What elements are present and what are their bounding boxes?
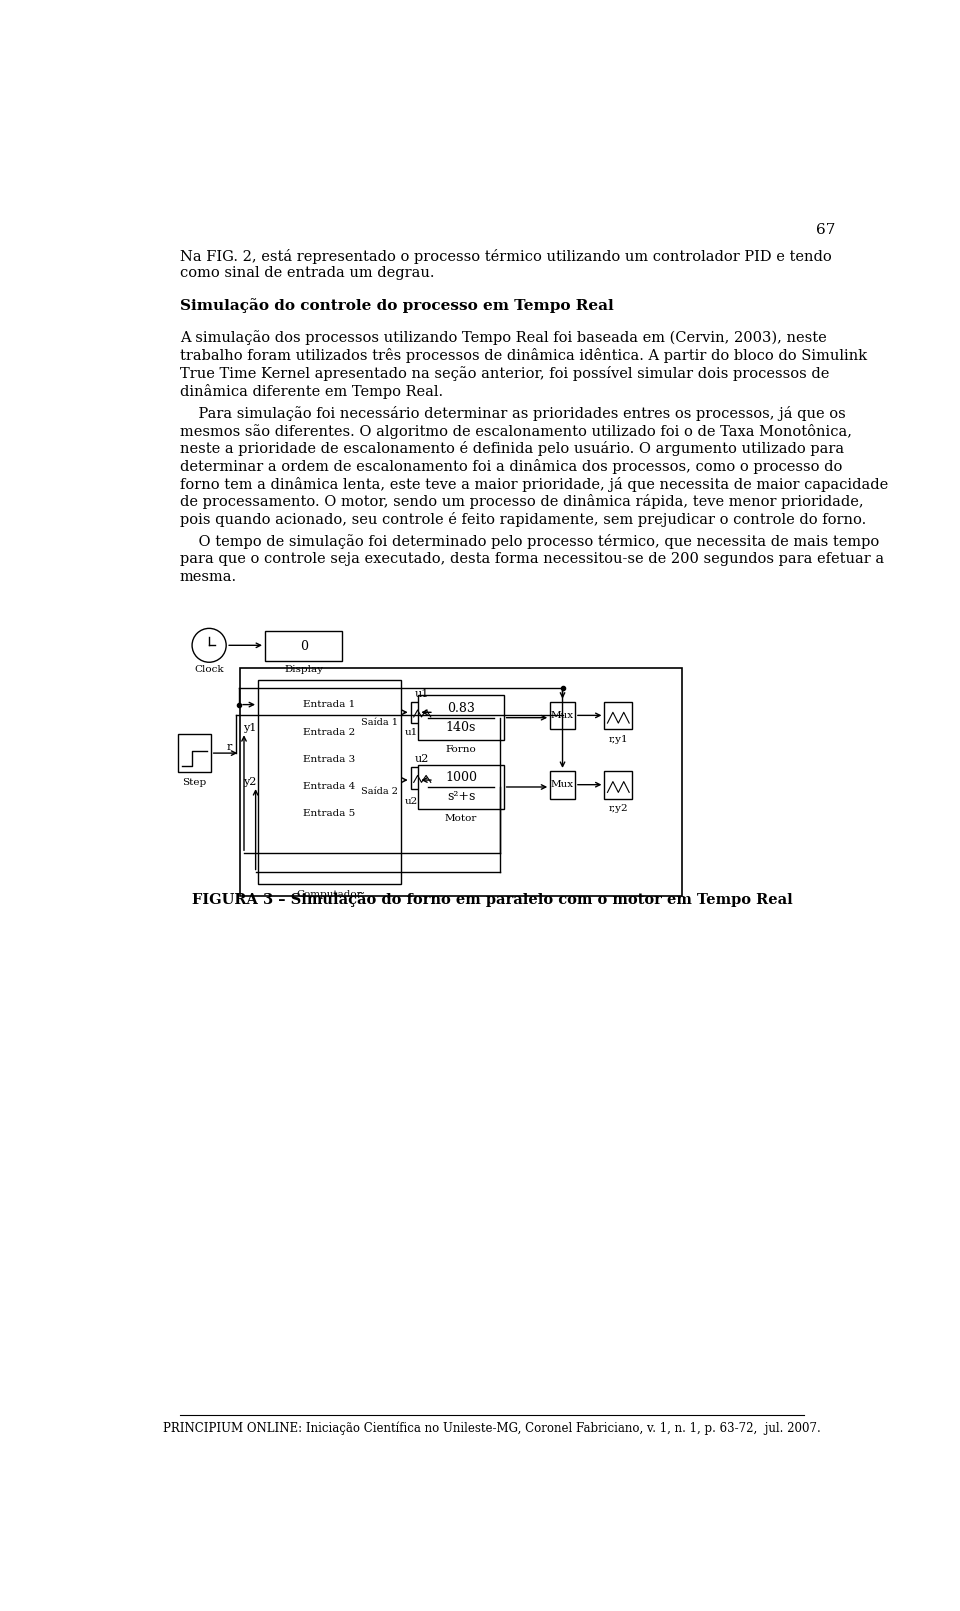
Text: u2: u2 [415, 754, 429, 764]
Text: Simulação do controle do processo em Tempo Real: Simulação do controle do processo em Tem… [180, 298, 613, 313]
Text: Saída 1: Saída 1 [361, 719, 398, 727]
Text: r: r [227, 743, 232, 752]
Text: Computador: Computador [297, 889, 362, 899]
Text: Entrada 1: Entrada 1 [303, 701, 355, 709]
Bar [411, 767, 434, 788]
Text: determinar a ordem de escalonamento foi a dinâmica dos processos, como o process: determinar a ordem de escalonamento foi … [180, 459, 842, 474]
Text: 1000: 1000 [445, 772, 477, 785]
Text: A simulação dos processos utilizando Tempo Real foi baseada em (Cervin, 2003), n: A simulação dos processos utilizando Tem… [180, 330, 827, 345]
Text: 140s: 140s [445, 722, 476, 735]
Text: Entrada 4: Entrada 4 [303, 781, 355, 791]
Text: y1: y1 [244, 723, 257, 733]
Text: Motor: Motor [444, 814, 477, 823]
Bar [419, 696, 504, 739]
Text: Entrada 3: Entrada 3 [303, 756, 355, 764]
Text: PRINCIPIUM ONLINE: Iniciação Científica no Unileste-MG, Coronel Fabriciano, v. 1: PRINCIPIUM ONLINE: Iniciação Científica … [163, 1421, 821, 1435]
Text: pois quando acionado, seu controle é feito rapidamente, sem prejudicar o control: pois quando acionado, seu controle é fei… [180, 512, 866, 527]
Bar [240, 669, 682, 896]
Text: u1: u1 [415, 690, 429, 699]
Text: y2: y2 [244, 778, 257, 788]
Text: r,y1: r,y1 [609, 735, 628, 744]
Text: Entrada 5: Entrada 5 [303, 809, 355, 818]
Text: neste a prioridade de escalonamento é definida pelo usuário. O argumento utiliza: neste a prioridade de escalonamento é de… [180, 441, 844, 456]
Text: Entrada 2: Entrada 2 [303, 728, 355, 736]
Text: 67: 67 [816, 222, 835, 237]
Bar [265, 632, 343, 661]
Bar [179, 735, 210, 772]
Text: de processamento. O motor, sendo um processo de dinâmica rápida, teve menor prio: de processamento. O motor, sendo um proc… [180, 495, 863, 509]
Text: 0.83: 0.83 [447, 702, 475, 715]
Bar [411, 701, 434, 723]
Text: u2: u2 [404, 797, 418, 806]
Text: s²+s: s²+s [446, 791, 475, 804]
Text: Saída 2: Saída 2 [361, 788, 398, 796]
Text: forno tem a dinâmica lenta, este teve a maior prioridade, já que necessita de ma: forno tem a dinâmica lenta, este teve a … [180, 477, 888, 491]
Text: mesmos são diferentes. O algoritmo de escalonamento utilizado foi o de Taxa Mono: mesmos são diferentes. O algoritmo de es… [180, 424, 852, 438]
Circle shape [192, 628, 227, 662]
Bar [419, 765, 504, 809]
Text: trabalho foram utilizados três processos de dinâmica idêntica. A partir do bloco: trabalho foram utilizados três processos… [180, 348, 867, 362]
Text: Forno: Forno [445, 744, 476, 754]
Text: Mux: Mux [551, 710, 574, 720]
Text: Step: Step [182, 778, 206, 786]
Text: True Time Kernel apresentado na seção anterior, foi possível simular dois proces: True Time Kernel apresentado na seção an… [180, 366, 829, 380]
Bar [550, 770, 575, 799]
Bar [550, 701, 575, 730]
Text: Clock: Clock [194, 665, 224, 675]
Bar [605, 770, 633, 799]
Text: para que o controle seja executado, desta forma necessitou-se de 200 segundos pa: para que o controle seja executado, dest… [180, 553, 884, 565]
Text: FIGURA 3 – Simulação do forno em paralelo com o motor em Tempo Real: FIGURA 3 – Simulação do forno em paralel… [192, 892, 792, 907]
Text: Display: Display [284, 665, 324, 673]
Text: Para simulação foi necessário determinar as prioridades entres os processos, já : Para simulação foi necessário determinar… [180, 406, 846, 420]
Text: O tempo de simulação foi determinado pelo processo térmico, que necessita de mai: O tempo de simulação foi determinado pel… [180, 535, 879, 549]
Text: Na FIG. 2, está representado o processo térmico utilizando um controlador PID e : Na FIG. 2, está representado o processo … [180, 248, 831, 264]
Text: dinâmica diferente em Tempo Real.: dinâmica diferente em Tempo Real. [180, 383, 443, 398]
Text: Mux: Mux [551, 780, 574, 789]
Text: mesma.: mesma. [180, 570, 237, 583]
Text: r,y2: r,y2 [609, 804, 628, 814]
Bar [605, 701, 633, 730]
Text: u1: u1 [404, 728, 418, 736]
Text: como sinal de entrada um degrau.: como sinal de entrada um degrau. [180, 266, 434, 280]
Text: 0: 0 [300, 640, 307, 652]
Bar [258, 680, 401, 884]
